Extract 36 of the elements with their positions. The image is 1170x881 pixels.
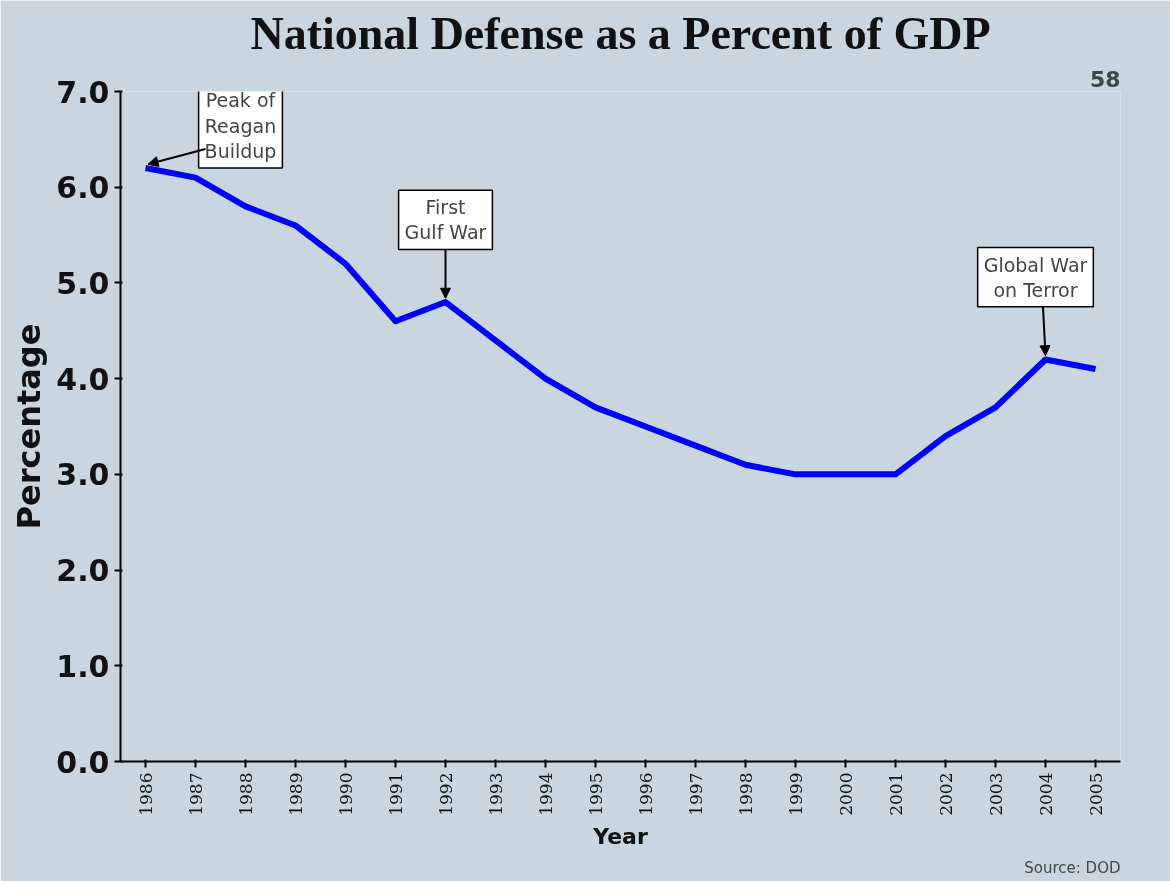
y-tick-label: 3.0	[56, 457, 110, 493]
y-tick-label: 7.0	[56, 74, 110, 110]
x-tick-label: 1999	[785, 772, 806, 816]
annotation: Global War on Terror	[983, 253, 1088, 301]
x-tick-label: 2002	[935, 772, 956, 816]
y-tick-label: 4.0	[56, 361, 110, 397]
x-tick-label: 2004	[1035, 772, 1056, 816]
x-tick-label: 1989	[285, 772, 306, 816]
y-tick-label: 1.0	[56, 648, 110, 684]
x-tick-label: 1986	[135, 772, 156, 816]
x-tick-label: 2005	[1085, 772, 1106, 816]
chart-title: National Defense as a Percent of GDP	[250, 7, 991, 59]
x-tick-label: 1998	[735, 772, 756, 816]
x-tick-label: 2003	[985, 772, 1006, 816]
x-tick-label: 1988	[235, 772, 256, 816]
x-tick-label: 1993	[485, 772, 506, 816]
y-axis-title: Percentage	[10, 323, 49, 530]
x-tick-label: 1991	[385, 772, 406, 816]
x-tick-label: 1996	[635, 772, 656, 816]
x-tick-label: 1992	[435, 772, 456, 816]
x-tick-label: 1987	[185, 772, 206, 816]
x-tick-label: 2000	[835, 772, 856, 816]
y-tick-label: 0.0	[56, 744, 110, 780]
x-tick-label: 2001	[885, 772, 906, 816]
x-tick-label: 1995	[585, 772, 606, 816]
x-tick-label: 1997	[685, 772, 706, 816]
annotation: First Gulf War	[404, 196, 487, 244]
y-tick-label: 6.0	[56, 170, 110, 206]
x-axis-title: Year	[592, 823, 648, 849]
y-tick-label: 2.0	[56, 553, 110, 589]
x-tick-label: 1990	[335, 772, 356, 816]
annotation: Peak of Reagan Buildup	[204, 89, 277, 163]
x-tick-label: 1994	[535, 772, 556, 816]
y-tick-label: 5.0	[56, 265, 110, 301]
source-note: Source: DOD	[1024, 858, 1121, 877]
annotation: 58	[1089, 66, 1121, 92]
